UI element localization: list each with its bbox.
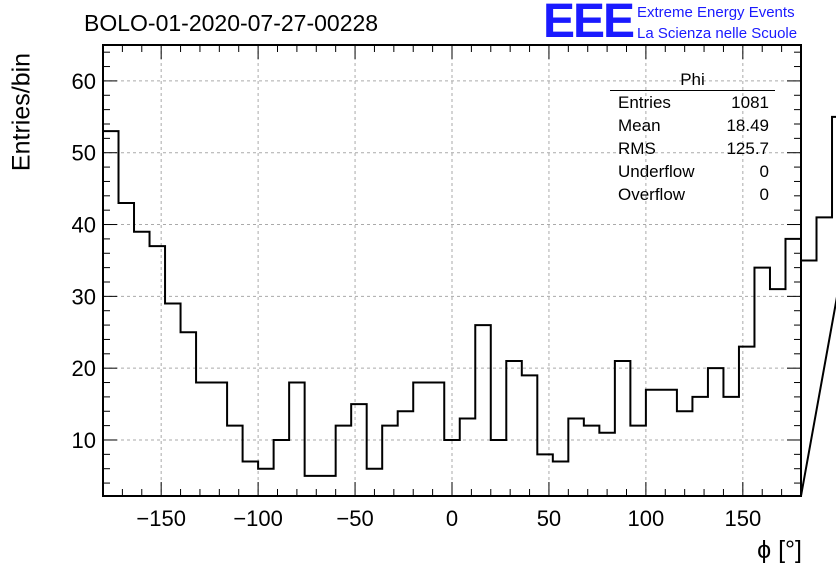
stats-label: Overflow <box>618 185 686 204</box>
histogram-series <box>102 115 836 497</box>
y-tick-label: 40 <box>72 213 96 238</box>
y-axis-label: Entries/bin <box>7 52 36 172</box>
x-axis-label: ϕ [°] <box>757 536 802 564</box>
y-tick-label: 50 <box>72 141 96 166</box>
y-tick-label: 20 <box>72 356 96 381</box>
stats-row-mean: Mean 18.49 <box>610 114 775 137</box>
x-tick-label: 150 <box>724 506 761 531</box>
stats-value: 1081 <box>731 93 769 112</box>
stats-value: 125.7 <box>726 139 769 158</box>
x-axis-ticks: −150 −100 −50 0 50 100 150 <box>102 45 802 531</box>
stats-row-entries: Entries 1081 <box>610 91 775 114</box>
stats-value: 0 <box>759 185 769 204</box>
x-tick-label: 100 <box>628 506 665 531</box>
y-tick-label: 10 <box>72 428 96 453</box>
stats-value: 18.49 <box>726 116 769 135</box>
stats-label: Mean <box>618 116 661 135</box>
logo-line-2: La Scienza nelle Scuole <box>637 25 798 42</box>
y-tick-label: 60 <box>72 69 96 94</box>
stats-value: 0 <box>759 162 769 181</box>
logo-line-1: Extreme Energy Events <box>637 4 795 21</box>
stats-row-rms: RMS 125.7 <box>610 137 775 160</box>
chart-title: BOLO-01-2020-07-27-00228 <box>84 10 379 36</box>
stats-box: Phi Entries 1081 Mean 18.49 RMS 125.7 Un… <box>610 70 775 206</box>
stats-label: RMS <box>618 139 656 158</box>
stats-row-overflow: Overflow 0 <box>610 183 775 206</box>
stats-title: Phi <box>610 70 775 91</box>
stats-label: Entries <box>618 93 671 112</box>
stats-row-underflow: Underflow 0 <box>610 160 775 183</box>
x-tick-label: 50 <box>537 506 561 531</box>
eee-logo: EEE <box>543 0 635 48</box>
x-tick-label: −100 <box>233 506 283 531</box>
x-tick-label: −50 <box>336 506 373 531</box>
stats-label: Underflow <box>618 162 695 181</box>
y-axis-ticks: 10 20 30 40 50 60 <box>72 51 801 484</box>
x-tick-label: −150 <box>136 506 186 531</box>
y-tick-label: 30 <box>72 284 96 309</box>
x-tick-label: 0 <box>446 506 458 531</box>
